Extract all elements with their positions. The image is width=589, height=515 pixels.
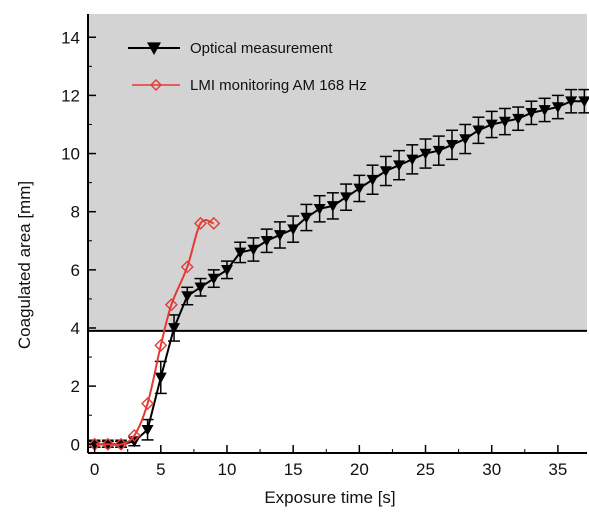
shaded-region bbox=[88, 14, 587, 331]
x-tick-label: 25 bbox=[416, 460, 435, 479]
series-line-lmi bbox=[94, 219, 215, 446]
data-point-optical bbox=[260, 235, 273, 247]
data-point-lmi bbox=[114, 437, 128, 451]
data-point-optical bbox=[565, 96, 578, 108]
data-point-lmi bbox=[194, 216, 207, 230]
x-tick-label: 10 bbox=[218, 460, 237, 479]
data-point-optical bbox=[419, 148, 432, 160]
data-point-optical bbox=[287, 224, 300, 236]
data-point-optical bbox=[432, 145, 445, 157]
legend-label-lmi: LMI monitoring AM 168 Hz bbox=[190, 77, 367, 94]
data-point-optical bbox=[406, 154, 419, 166]
data-point-lmi bbox=[180, 260, 194, 274]
data-point-optical bbox=[472, 125, 485, 137]
y-tick-label: 2 bbox=[71, 377, 80, 396]
data-point-lmi bbox=[127, 429, 141, 443]
legend-label-optical: Optical measurement bbox=[190, 40, 333, 57]
legend-marker-lmi bbox=[150, 79, 162, 91]
data-point-lmi bbox=[207, 216, 221, 230]
data-point-optical bbox=[445, 140, 458, 151]
data-point-optical bbox=[326, 201, 339, 212]
data-point-optical bbox=[247, 244, 260, 256]
y-tick-label: 10 bbox=[61, 145, 80, 164]
y-tick-label: 14 bbox=[61, 28, 80, 47]
data-point-optical bbox=[551, 102, 564, 114]
data-point-optical bbox=[393, 160, 406, 172]
data-point-optical bbox=[154, 372, 167, 384]
data-point-optical bbox=[525, 108, 538, 119]
data-point-optical bbox=[340, 192, 353, 204]
data-point-optical bbox=[512, 113, 525, 125]
data-point-optical bbox=[498, 116, 511, 128]
y-tick-label: 12 bbox=[61, 86, 80, 105]
y-axis-label: Coagulated area [mm] bbox=[15, 181, 34, 349]
y-tick-label: 0 bbox=[71, 435, 80, 454]
x-tick-label: 5 bbox=[156, 460, 165, 479]
data-point-optical bbox=[273, 230, 286, 241]
data-point-optical bbox=[220, 265, 233, 276]
data-point-lmi bbox=[141, 397, 155, 411]
y-tick-label: 6 bbox=[71, 261, 80, 280]
x-tick-label: 15 bbox=[284, 460, 303, 479]
y-tick-label: 4 bbox=[71, 319, 80, 338]
data-point-optical bbox=[459, 134, 472, 146]
data-point-optical bbox=[234, 247, 247, 259]
legend-marker-optical bbox=[147, 42, 161, 55]
x-tick-label: 20 bbox=[350, 460, 369, 479]
data-point-optical bbox=[578, 96, 589, 108]
data-point-optical bbox=[181, 291, 194, 303]
data-point-optical bbox=[379, 166, 392, 177]
data-point-lmi bbox=[101, 437, 115, 451]
x-tick-label: 0 bbox=[90, 460, 99, 479]
data-point-optical bbox=[141, 424, 154, 436]
data-point-optical bbox=[313, 203, 326, 215]
data-point-optical bbox=[353, 183, 366, 195]
y-tick-label: 8 bbox=[71, 203, 80, 222]
data-point-lmi bbox=[164, 298, 178, 312]
data-point-optical bbox=[366, 174, 379, 186]
x-tick-label: 30 bbox=[482, 460, 501, 479]
data-point-optical bbox=[194, 282, 207, 294]
x-axis-label: Exposure time [s] bbox=[264, 488, 395, 507]
data-point-optical bbox=[168, 323, 181, 334]
data-point-optical bbox=[485, 119, 498, 131]
data-point-optical bbox=[207, 273, 220, 285]
data-point-optical bbox=[538, 105, 551, 116]
x-tick-label: 35 bbox=[548, 460, 567, 479]
data-point-optical bbox=[300, 212, 313, 224]
data-point-lmi bbox=[154, 338, 168, 352]
